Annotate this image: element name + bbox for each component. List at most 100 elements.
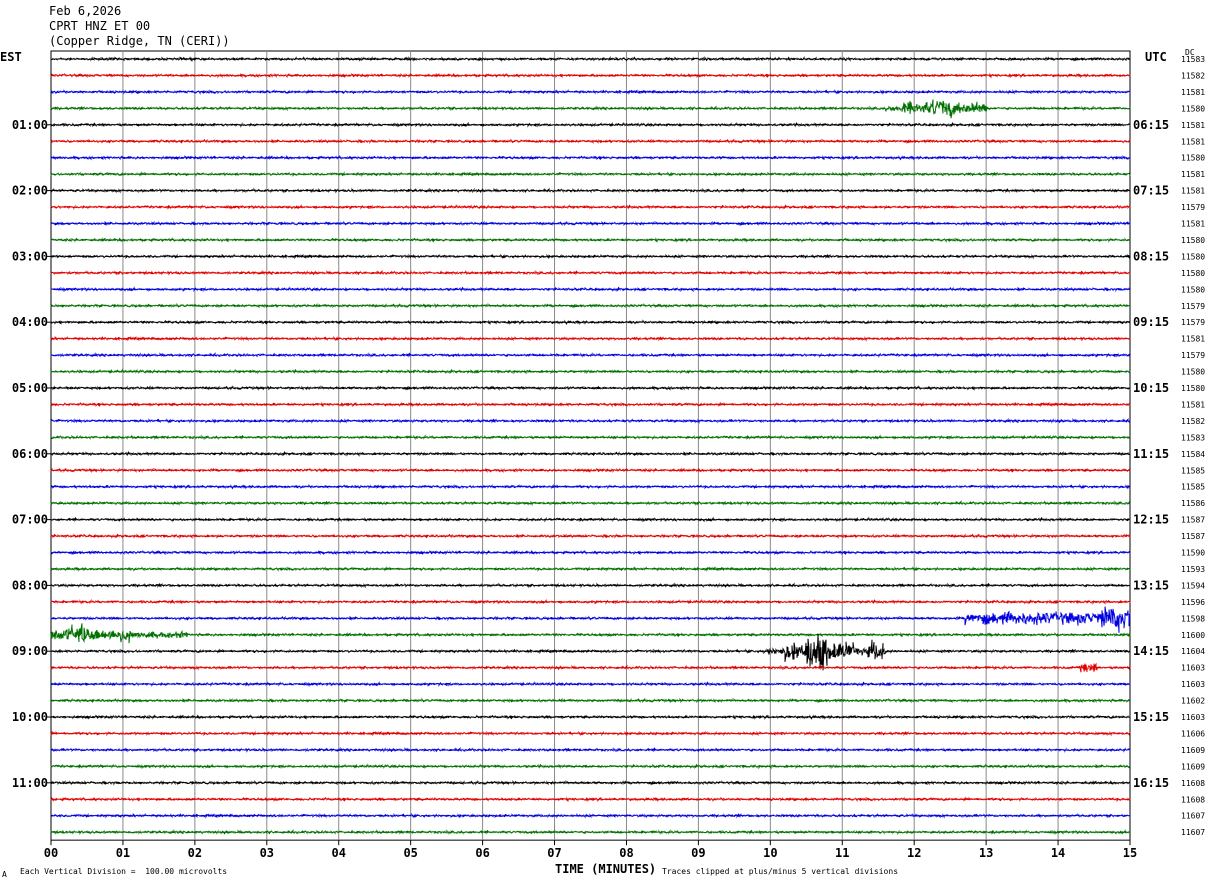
x-tick-label: 13 — [979, 846, 993, 860]
left-hour-label: 10:00 — [12, 710, 48, 724]
left-hour-label: 04:00 — [12, 315, 48, 329]
clip-note: Traces clipped at plus/minus 5 vertical … — [662, 867, 899, 876]
dc-value: 11587 — [1181, 532, 1205, 541]
x-tick-label: 14 — [1051, 846, 1065, 860]
x-tick-label: 12 — [907, 846, 921, 860]
dc-value: 11579 — [1181, 203, 1205, 212]
header-date: Feb 6,2026 — [49, 4, 122, 18]
trace-green — [50, 368, 1131, 375]
trace-blue — [50, 549, 1131, 556]
dc-value: 11580 — [1181, 384, 1205, 393]
left-hour-label: 09:00 — [12, 644, 48, 658]
x-tick-label: 00 — [44, 846, 58, 860]
dc-value: 11603 — [1181, 680, 1205, 689]
trace-black — [50, 319, 1131, 326]
dc-value: 11594 — [1181, 581, 1205, 590]
dc-value: 11606 — [1181, 729, 1205, 738]
dc-value: 11580 — [1181, 236, 1205, 245]
trace-blue — [50, 680, 1131, 688]
trace-red — [50, 662, 1131, 673]
dc-value: 11596 — [1181, 598, 1205, 607]
trace-red — [50, 730, 1131, 737]
dc-value: 11587 — [1181, 516, 1205, 525]
x-tick-label: 10 — [763, 846, 777, 860]
trace-blue — [50, 154, 1131, 161]
trace-green — [50, 236, 1131, 243]
right-timezone-label: UTC — [1145, 50, 1167, 64]
trace-green — [50, 697, 1131, 704]
trace-red — [50, 796, 1131, 803]
dc-value: 11579 — [1181, 318, 1205, 327]
dc-value: 11607 — [1181, 812, 1205, 821]
left-timezone-label: EST — [0, 50, 22, 64]
trace-blue — [50, 220, 1131, 227]
trace-black — [50, 516, 1131, 523]
right-hour-label: 11:15 — [1133, 447, 1169, 461]
dc-value: 11580 — [1181, 368, 1205, 377]
dc-value: 11580 — [1181, 285, 1205, 294]
trace-black — [50, 56, 1131, 63]
dc-value: 11603 — [1181, 664, 1205, 673]
x-tick-label: 05 — [403, 846, 417, 860]
trace-green — [50, 302, 1131, 309]
x-tick-label: 07 — [547, 846, 561, 860]
trace-black — [50, 633, 1131, 671]
dc-value: 11581 — [1181, 400, 1205, 409]
trace-black — [50, 253, 1131, 260]
trace-black — [50, 450, 1131, 457]
right-hour-label: 16:15 — [1133, 776, 1169, 790]
trace-blue — [50, 286, 1131, 293]
trace-blue — [50, 483, 1131, 490]
right-hour-label: 13:15 — [1133, 578, 1169, 592]
dc-column-label: DC — [1185, 48, 1195, 57]
trace-black — [50, 187, 1131, 194]
dc-value: 11580 — [1181, 154, 1205, 163]
trace-red — [50, 467, 1131, 474]
trace-green — [50, 171, 1131, 178]
dc-value: 11581 — [1181, 220, 1205, 229]
trace-red — [50, 269, 1131, 276]
trace-blue — [50, 351, 1131, 359]
dc-value: 11603 — [1181, 713, 1205, 722]
dc-value: 11600 — [1181, 631, 1205, 640]
dc-value: 11590 — [1181, 549, 1205, 558]
dc-value: 11580 — [1181, 252, 1205, 261]
right-hour-label: 14:15 — [1133, 644, 1169, 658]
x-tick-label: 08 — [619, 846, 633, 860]
right-hour-label: 15:15 — [1133, 710, 1169, 724]
dc-value: 11581 — [1181, 187, 1205, 196]
trace-red — [50, 401, 1131, 408]
dc-value: 11607 — [1181, 828, 1205, 837]
right-hour-label: 06:15 — [1133, 118, 1169, 132]
trace-blue — [50, 746, 1131, 753]
trace-green — [50, 623, 1131, 644]
dc-value: 11583 — [1181, 433, 1205, 442]
x-tick-label: 09 — [691, 846, 705, 860]
dc-value: 11581 — [1181, 88, 1205, 97]
footer-corner-mark: A — [2, 870, 7, 879]
x-tick-label: 02 — [188, 846, 202, 860]
dc-value: 11581 — [1181, 335, 1205, 344]
trace-blue — [50, 606, 1131, 633]
left-hour-label: 08:00 — [12, 578, 48, 592]
trace-green — [50, 763, 1131, 770]
trace-red — [50, 203, 1131, 211]
trace-green — [50, 99, 1131, 119]
trace-red — [50, 533, 1131, 540]
x-tick-label: 04 — [332, 846, 346, 860]
dc-value: 11602 — [1181, 697, 1205, 706]
dc-value: 11582 — [1181, 417, 1205, 426]
dc-value: 11579 — [1181, 302, 1205, 311]
x-tick-label: 06 — [475, 846, 489, 860]
x-tick-label: 01 — [116, 846, 130, 860]
dc-value: 11608 — [1181, 795, 1205, 804]
left-hour-label: 05:00 — [12, 381, 48, 395]
right-hour-label: 07:15 — [1133, 184, 1169, 198]
left-hour-label: 03:00 — [12, 249, 48, 263]
trace-red — [50, 598, 1131, 605]
trace-black — [50, 385, 1131, 391]
trace-blue — [50, 88, 1131, 95]
left-hour-label: 11:00 — [12, 776, 48, 790]
header-station: CPRT HNZ ET 00 — [49, 19, 151, 33]
dc-value: 11585 — [1181, 466, 1205, 475]
